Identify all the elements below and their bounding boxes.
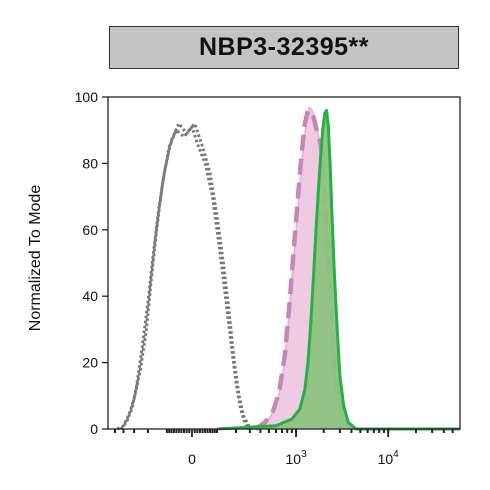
series-4-line: [217, 108, 460, 431]
axes-layer: 0 20 40 60 80 100 0 103 104: [75, 89, 461, 467]
y-tick-label: 60: [82, 222, 98, 238]
series-layer: [116, 106, 460, 431]
y-tick-label: 80: [82, 155, 98, 171]
plot-frame: [107, 96, 461, 430]
chart-title-box: NBP3-32395**: [109, 26, 459, 69]
chart-title: NBP3-32395**: [199, 33, 369, 61]
y-tick-label: 0: [90, 421, 98, 437]
x-tick-label: 0: [188, 451, 196, 467]
series-1-line: [119, 122, 255, 431]
x-tick-label: 104: [378, 449, 400, 467]
y-tick-label: 20: [82, 355, 98, 371]
series-4-fill: [217, 110, 460, 430]
y-tick-label: 100: [75, 89, 99, 105]
series-0-line: [116, 125, 250, 431]
y-tick-label: 40: [82, 288, 98, 304]
x-tick-label: 103: [285, 449, 307, 467]
